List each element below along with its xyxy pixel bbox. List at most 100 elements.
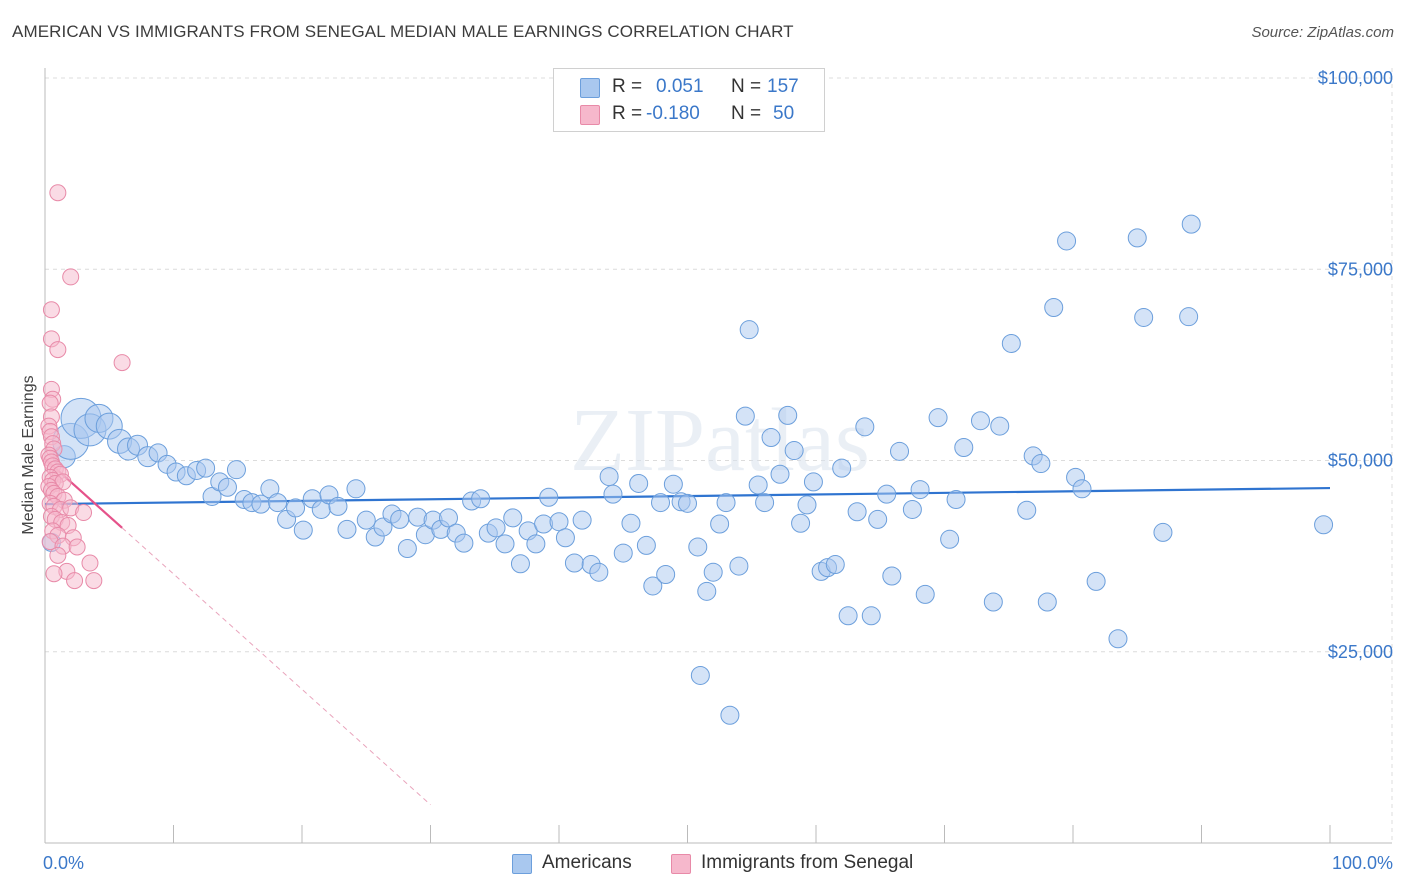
point-americans bbox=[390, 509, 410, 529]
point-americans bbox=[226, 460, 246, 480]
legend-row-americans: R = 0.051 N = 157 bbox=[554, 75, 824, 99]
point-americans bbox=[983, 592, 1003, 612]
y-axis-label: Median Male Earnings bbox=[20, 375, 37, 534]
point-americans bbox=[946, 490, 966, 510]
point-americans bbox=[629, 473, 649, 493]
point-americans bbox=[832, 458, 852, 478]
point-americans bbox=[651, 493, 671, 513]
grid-lines bbox=[45, 68, 1393, 842]
point-americans bbox=[373, 517, 393, 537]
point-americans bbox=[770, 464, 790, 484]
point-americans bbox=[940, 529, 960, 549]
point-americans bbox=[293, 520, 313, 540]
point-americans bbox=[791, 513, 811, 533]
bottom-legend-label: Americans bbox=[542, 852, 632, 873]
point-americans bbox=[196, 458, 216, 478]
point-americans bbox=[784, 441, 804, 461]
x-tick-label-max: 100.0% bbox=[1332, 853, 1393, 873]
point-americans bbox=[735, 406, 755, 426]
point-americans bbox=[739, 320, 759, 340]
point-americans bbox=[337, 519, 357, 539]
point-americans bbox=[613, 543, 633, 563]
point-americans bbox=[1037, 592, 1057, 612]
point-americans bbox=[1072, 479, 1092, 499]
point-americans bbox=[539, 487, 559, 507]
point-americans bbox=[755, 493, 775, 513]
point-americans bbox=[643, 576, 663, 596]
point-americans bbox=[697, 581, 717, 601]
point-americans bbox=[328, 496, 348, 516]
point-americans bbox=[720, 705, 740, 725]
point-americans bbox=[486, 518, 506, 538]
point-senegal bbox=[49, 184, 67, 202]
point-americans bbox=[1153, 522, 1173, 542]
legend-r-label: R = bbox=[612, 76, 643, 97]
point-americans bbox=[603, 484, 623, 504]
point-americans bbox=[729, 556, 749, 576]
point-americans bbox=[589, 562, 609, 582]
point-americans bbox=[910, 480, 930, 500]
point-americans bbox=[621, 513, 641, 533]
source-note: Source: ZipAtlas.com bbox=[1251, 24, 1394, 41]
legend-n-value: 50 bbox=[773, 103, 795, 124]
point-americans bbox=[803, 472, 823, 492]
point-americans bbox=[526, 534, 546, 554]
y-tick-label: $50,000 bbox=[1328, 451, 1393, 471]
point-americans bbox=[397, 538, 417, 558]
point-americans bbox=[1057, 231, 1077, 251]
legend-r-value: 0.051 bbox=[656, 76, 704, 97]
point-americans bbox=[716, 493, 736, 513]
y-tick-label: $25,000 bbox=[1328, 642, 1393, 662]
point-americans bbox=[268, 493, 288, 513]
point-americans bbox=[1044, 298, 1064, 317]
point-americans bbox=[778, 405, 798, 425]
point-americans bbox=[1181, 214, 1201, 234]
point-americans bbox=[286, 498, 306, 518]
point-senegal bbox=[49, 546, 67, 564]
legend-n-value: 157 bbox=[767, 76, 799, 97]
point-americans bbox=[217, 477, 237, 497]
point-americans bbox=[471, 489, 491, 509]
point-americans bbox=[1001, 333, 1021, 353]
point-americans bbox=[838, 606, 858, 626]
y-tick-labels: $25,000 $50,000 $75,000 $100,000 bbox=[1318, 68, 1393, 662]
point-americans bbox=[663, 474, 683, 494]
point-americans bbox=[954, 437, 974, 457]
point-americans bbox=[748, 475, 768, 495]
point-americans bbox=[990, 416, 1010, 436]
point-americans bbox=[855, 417, 875, 437]
point-americans bbox=[890, 441, 910, 461]
point-americans bbox=[797, 495, 817, 515]
point-americans bbox=[970, 411, 990, 431]
point-americans bbox=[882, 566, 902, 586]
point-americans bbox=[454, 533, 474, 553]
bottom-legend-label: Immigrants from Senegal bbox=[701, 852, 914, 873]
point-americans bbox=[495, 534, 515, 554]
point-americans bbox=[1086, 571, 1106, 591]
point-americans bbox=[902, 499, 922, 519]
legend-row-senegal: R = -0.180 N = 50 bbox=[554, 102, 824, 126]
point-americans bbox=[761, 428, 781, 448]
point-americans bbox=[656, 564, 676, 584]
y-tick-label: $75,000 bbox=[1328, 259, 1393, 279]
point-americans bbox=[1179, 307, 1199, 327]
point-senegal bbox=[62, 268, 80, 286]
point-americans bbox=[861, 606, 881, 626]
point-americans bbox=[503, 508, 523, 528]
point-americans bbox=[1314, 515, 1334, 535]
point-americans bbox=[510, 554, 530, 574]
point-americans bbox=[438, 508, 458, 528]
data-points bbox=[40, 184, 1334, 725]
legend-swatch-americans bbox=[580, 78, 600, 98]
point-americans bbox=[356, 510, 376, 530]
bottom-legend-swatch-americans bbox=[512, 854, 532, 874]
point-americans bbox=[408, 507, 428, 527]
point-americans bbox=[1017, 500, 1037, 520]
point-americans bbox=[868, 509, 888, 529]
point-americans bbox=[710, 514, 730, 534]
point-americans bbox=[877, 484, 897, 504]
point-americans bbox=[690, 665, 710, 685]
point-senegal bbox=[75, 504, 93, 522]
point-americans bbox=[915, 584, 935, 604]
